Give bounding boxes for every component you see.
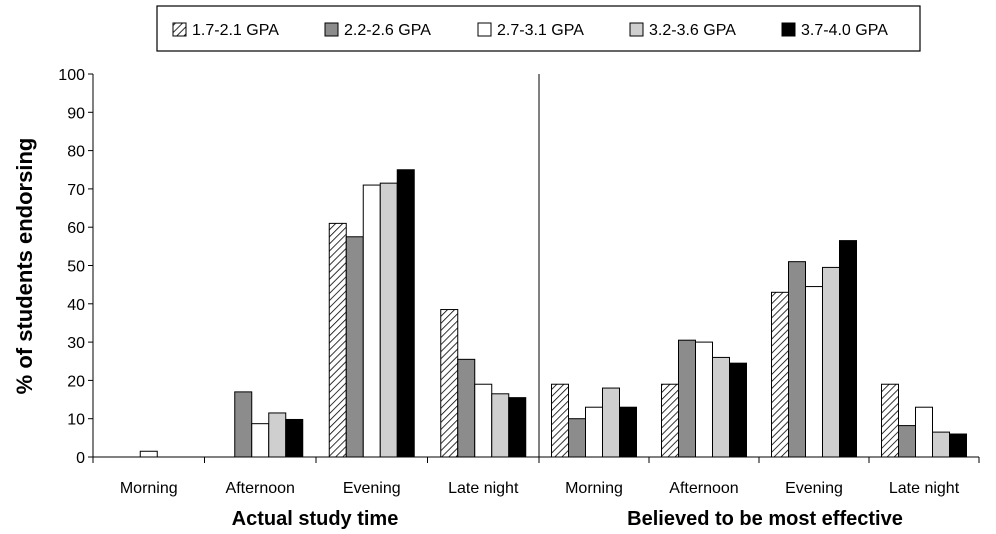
bar bbox=[508, 397, 527, 458]
x-category-label: Late night bbox=[889, 480, 960, 497]
y-tick-label: 80 bbox=[67, 144, 85, 161]
x-category-label: Late night bbox=[448, 480, 519, 497]
bar bbox=[440, 309, 459, 458]
y-tick-label: 90 bbox=[67, 105, 85, 122]
legend-swatch-3 bbox=[477, 22, 492, 37]
bar bbox=[234, 391, 253, 458]
panel-title-left: Actual study time bbox=[232, 508, 399, 530]
y-tick-label: 20 bbox=[67, 373, 85, 390]
bar bbox=[568, 418, 586, 458]
y-tick-label: 100 bbox=[58, 67, 85, 84]
y-tick-label: 30 bbox=[67, 335, 85, 352]
y-tick-label: 10 bbox=[67, 412, 85, 429]
bar bbox=[457, 358, 476, 458]
bar bbox=[251, 423, 270, 458]
bar bbox=[932, 431, 950, 458]
y-tick-label: 50 bbox=[67, 259, 85, 276]
bar bbox=[839, 240, 857, 458]
x-category-label: Morning bbox=[120, 480, 178, 497]
bar bbox=[788, 261, 806, 458]
bar bbox=[268, 412, 287, 458]
bar bbox=[139, 450, 158, 458]
legend-label-2: 2.2-2.6 GPA bbox=[344, 22, 431, 39]
bar bbox=[712, 356, 730, 458]
bar bbox=[396, 169, 415, 458]
legend-swatch-2 bbox=[324, 22, 339, 37]
x-category-label: Evening bbox=[343, 480, 401, 497]
bars bbox=[139, 169, 967, 458]
bar bbox=[822, 266, 840, 458]
y-tick-label: 40 bbox=[67, 297, 85, 314]
y-ticks: 0 10 20 30 40 50 60 70 80 90 100 bbox=[58, 67, 93, 467]
bar bbox=[619, 406, 637, 458]
bar bbox=[491, 393, 510, 458]
legend-label-5: 3.7-4.0 GPA bbox=[801, 22, 888, 39]
bar bbox=[661, 383, 679, 458]
bar bbox=[881, 383, 899, 458]
bar bbox=[602, 387, 620, 458]
bar bbox=[585, 406, 603, 458]
x-category-label: Afternoon bbox=[226, 480, 295, 497]
panel-title-right: Believed to be most effective bbox=[627, 508, 903, 530]
legend-swatch-4 bbox=[629, 22, 644, 37]
bar bbox=[898, 425, 916, 458]
legend-label-3: 2.7-3.1 GPA bbox=[497, 22, 584, 39]
bar bbox=[915, 406, 933, 458]
x-category-label: Evening bbox=[785, 480, 843, 497]
legend-swatch-1 bbox=[172, 22, 187, 37]
legend-swatch-5 bbox=[781, 22, 796, 37]
y-tick-label: 60 bbox=[67, 220, 85, 237]
category-labels: Morning Afternoon Evening Late night Morning… bbox=[120, 457, 960, 497]
bar bbox=[285, 418, 304, 458]
bar bbox=[551, 383, 569, 458]
bar bbox=[949, 433, 967, 458]
bar bbox=[345, 236, 364, 458]
y-tick-label: 70 bbox=[67, 182, 85, 199]
legend-label-4: 3.2-3.6 GPA bbox=[649, 22, 736, 39]
x-category-label: Afternoon bbox=[669, 480, 738, 497]
legend-label-1: 1.7-2.1 GPA bbox=[192, 22, 279, 39]
legend: 1.7-2.1 GPA 2.2-2.6 GPA 2.7-3.1 GPA 3.2-… bbox=[156, 5, 921, 52]
bar bbox=[805, 286, 823, 458]
y-tick-label: 0 bbox=[76, 450, 85, 467]
bar bbox=[771, 291, 789, 458]
bar bbox=[328, 222, 347, 458]
bar bbox=[362, 184, 381, 458]
bar bbox=[379, 182, 398, 458]
bar bbox=[678, 339, 696, 458]
x-category-label: Morning bbox=[565, 480, 623, 497]
y-axis-label: % of students endorsing bbox=[12, 138, 37, 395]
bar bbox=[729, 362, 747, 458]
bar bbox=[474, 383, 493, 458]
bar bbox=[695, 341, 713, 458]
